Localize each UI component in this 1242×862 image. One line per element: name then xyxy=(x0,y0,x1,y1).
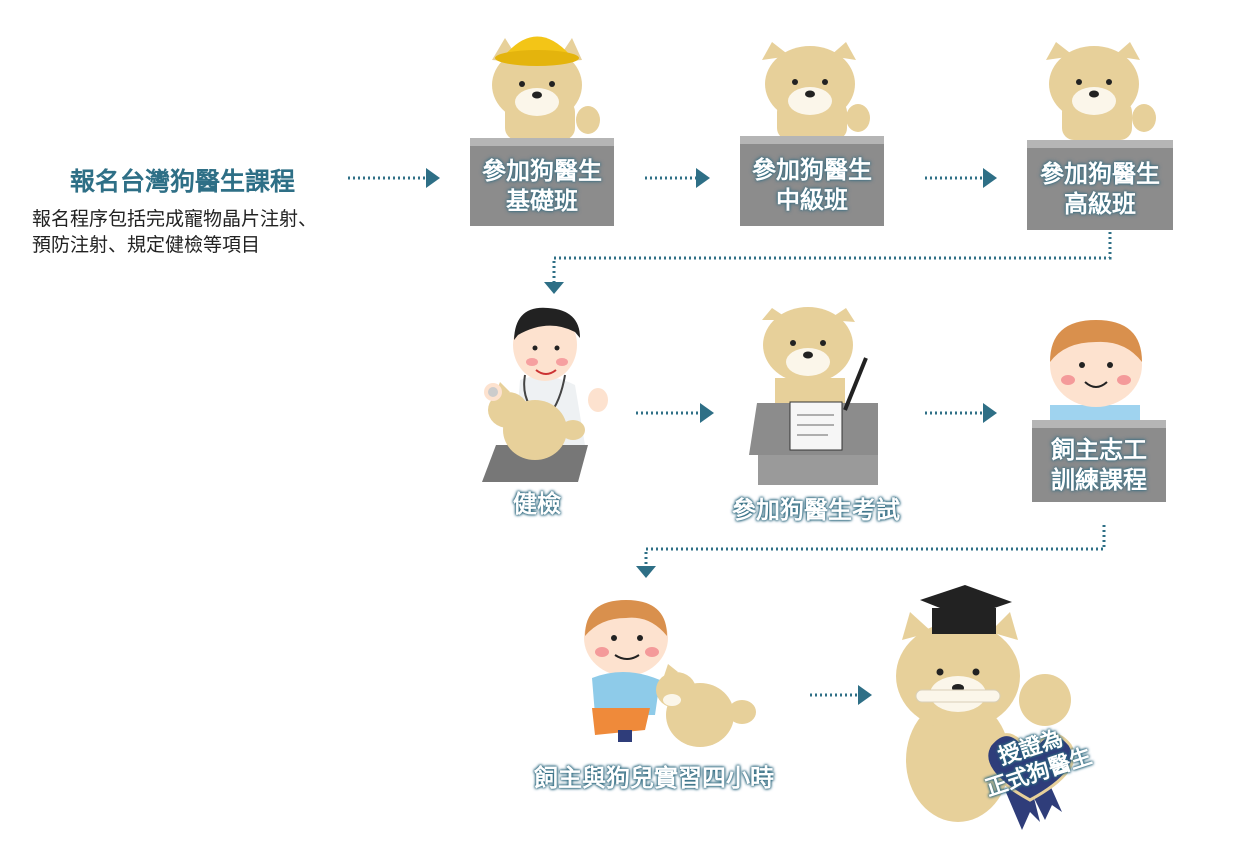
step-advanced-line2: 高級班 xyxy=(1064,190,1136,218)
step-middle-line2: 中級班 xyxy=(776,186,848,214)
boy-icon xyxy=(584,600,668,742)
step-middle-line1: 參加狗醫生 xyxy=(752,156,872,184)
step-exam-caption: 參加狗醫生考試 xyxy=(732,496,900,524)
step-volunteer-line1: 飼主志工 xyxy=(1051,436,1147,464)
step-basic-line2: 基礎班 xyxy=(506,187,578,215)
arrow-right-icon xyxy=(696,168,710,188)
arrow-down-icon xyxy=(636,566,656,578)
vet-doctor-icon xyxy=(482,307,608,482)
arrow-right-icon xyxy=(426,168,440,188)
dog-icon xyxy=(762,42,870,140)
ribbon-icon xyxy=(985,733,1075,830)
step-practice-caption: 飼主與狗兒實習四小時 xyxy=(534,764,774,792)
arrow-right-icon xyxy=(983,403,997,423)
step-checkup-caption: 健檢 xyxy=(513,490,561,518)
arrow-right-icon xyxy=(700,403,714,423)
step-advanced-line1: 參加狗醫生 xyxy=(1040,160,1160,188)
intro-desc-line2: 預防注射、規定健檢等項目 xyxy=(32,234,261,256)
intro-desc-line1: 報名程序包括完成寵物晶片注射、 xyxy=(32,208,318,230)
step-middle-class: 參加狗醫生 中級班 xyxy=(740,136,884,226)
step-volunteer-training: 飼主志工 訓練課程 xyxy=(1032,420,1166,502)
graduate-dog-icon xyxy=(896,585,1071,822)
dog-icon xyxy=(656,664,756,747)
exam-dog-icon xyxy=(749,307,878,485)
step-basic-class: 參加狗醫生 基礎班 xyxy=(470,138,614,226)
intro-title: 報名台灣狗醫生課程 xyxy=(70,167,296,196)
dog-icon xyxy=(1046,42,1156,140)
arrow-right-icon xyxy=(983,168,997,188)
arrow-down-icon xyxy=(544,282,564,294)
step-basic-line1: 參加狗醫生 xyxy=(482,157,602,185)
intro-description: 報名程序包括完成寵物晶片注射、 預防注射、規定健檢等項目 xyxy=(32,206,317,258)
dog-with-hat-icon xyxy=(492,36,600,140)
step-volunteer-line2: 訓練課程 xyxy=(1051,466,1147,494)
arrow-right-icon xyxy=(858,685,872,705)
step-advanced-class: 參加狗醫生 高級班 xyxy=(1027,140,1173,230)
